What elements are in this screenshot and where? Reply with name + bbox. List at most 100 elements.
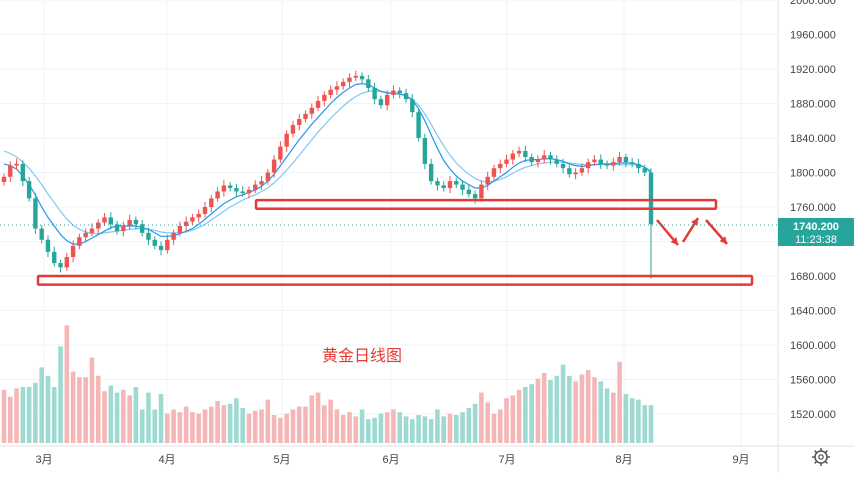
candle-body: [516, 150, 522, 154]
volume-bar: [328, 399, 333, 443]
candle-body: [422, 138, 428, 164]
candle-body: [359, 75, 365, 80]
candle-body: [454, 181, 459, 185]
volume-bar: [95, 375, 101, 443]
candle-body: [196, 213, 201, 218]
candle-body: [52, 251, 57, 264]
volume-bar: [592, 377, 597, 443]
volume-bar: [108, 385, 114, 443]
upper-zone: [254, 198, 718, 210]
candle-body: [290, 125, 296, 134]
volume-bar: [152, 409, 158, 443]
candle-body: [158, 245, 164, 251]
volume-bar: [435, 409, 440, 443]
volume-bar: [278, 417, 283, 443]
candle-body: [284, 133, 289, 147]
last-price-label: 1740.200: [793, 221, 839, 233]
volume-bar: [579, 374, 585, 443]
volume-bar: [491, 413, 497, 443]
volume-bar: [83, 377, 88, 443]
candle-body: [598, 159, 603, 164]
candle-body: [246, 189, 252, 194]
projection-arrows: [656, 217, 728, 246]
candle-body: [397, 90, 402, 94]
volume-bar: [215, 401, 220, 443]
volume-bar: [485, 402, 490, 443]
candle-body: [271, 159, 277, 173]
time-axis: 3月 4月 5月 6月 7月 8月 9月: [35, 454, 749, 466]
candle-body: [45, 239, 51, 252]
candle-body: [328, 89, 333, 95]
lower-zone: [36, 274, 754, 286]
candle-body: [139, 224, 145, 233]
support-zones: [36, 198, 754, 286]
candle-body: [183, 221, 189, 226]
candle-body: [26, 181, 32, 199]
candle-body: [491, 168, 497, 177]
volume-bar: [397, 412, 403, 443]
ma-fast-line: [3, 83, 652, 245]
candle-body: [403, 93, 409, 100]
settings-gear-icon[interactable]: [812, 448, 830, 466]
volume-bar: [102, 391, 107, 443]
price-tick-label: 1640.000: [790, 306, 836, 318]
candle-body: [542, 155, 547, 160]
volume-bar: [196, 413, 202, 443]
candle-body: [334, 86, 340, 90]
volume-bar: [139, 409, 145, 443]
candle-body: [573, 172, 578, 175]
candle-body: [523, 150, 528, 157]
candle-body: [221, 185, 227, 192]
volume-bar: [504, 398, 509, 443]
volume-bar: [240, 408, 245, 443]
volume-bar: [183, 406, 189, 443]
volume-bar: [598, 381, 604, 443]
volume-bar: [384, 412, 390, 443]
candle-body: [20, 163, 26, 182]
candle-body: [410, 99, 415, 113]
volume-bar: [20, 387, 26, 443]
volume-bar: [347, 412, 352, 443]
volume-bar: [303, 406, 308, 443]
volume-bar: [246, 413, 252, 443]
volume-bar: [441, 416, 447, 443]
candle-body: [259, 181, 264, 185]
candle-body: [648, 172, 654, 225]
price-tick-label: 1760.000: [790, 202, 836, 214]
candle-body: [579, 168, 585, 173]
volume-bar: [523, 387, 528, 443]
volume-bar: [259, 409, 264, 443]
volume-bar: [353, 416, 359, 443]
volume-bar: [416, 415, 421, 443]
price-tick-label: 1960.000: [790, 30, 836, 42]
price-axis: 2000.000 1960.000 1920.000 1880.000 1840.000…: [790, 0, 836, 421]
candle-body: [70, 245, 76, 258]
candle-body: [548, 155, 553, 160]
volume-bar: [177, 412, 183, 443]
arrow-down-2-head: [719, 236, 727, 244]
volume-bar: [642, 405, 648, 443]
candle-body: [466, 189, 472, 195]
candle-body: [102, 217, 107, 223]
volume-bar: [648, 405, 654, 443]
volume-bar: [567, 375, 572, 443]
candle-body: [121, 225, 126, 232]
candle-body: [567, 168, 572, 175]
volume-bar: [133, 387, 139, 443]
candle-body: [441, 185, 446, 189]
volume-bar: [460, 412, 465, 443]
candle-body: [416, 112, 421, 138]
volume-bar: [221, 405, 227, 443]
volume-bar: [472, 403, 478, 443]
volume-bar: [422, 416, 428, 443]
volume-bar: [366, 419, 371, 443]
volume-bar: [208, 406, 214, 443]
price-tick-label: 2000.000: [790, 0, 836, 7]
candle-body: [315, 100, 321, 108]
candle-body: [472, 194, 478, 199]
volume-bar: [617, 361, 622, 443]
volume-bar: [290, 409, 296, 443]
volume-bar: [51, 387, 57, 443]
candle-body: [428, 163, 434, 182]
